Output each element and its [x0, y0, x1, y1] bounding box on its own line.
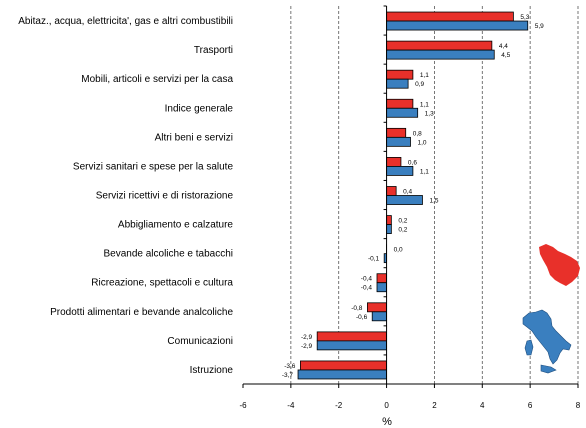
data-label: 1,1: [420, 101, 429, 108]
bar-country: [297, 369, 387, 380]
data-label: 1,0: [418, 139, 427, 146]
category-label: Trasporti: [194, 45, 233, 56]
bar-country: [386, 136, 411, 147]
bar-region: [300, 360, 387, 371]
data-label: 0,9: [415, 81, 424, 88]
category-label: Prodotti alimentari e bevande analcolich…: [50, 307, 233, 318]
x-tick-label: 0: [384, 401, 389, 410]
category-label: Altri beni e servizi: [155, 132, 233, 143]
bar-country: [386, 166, 414, 176]
data-label: -3,6: [284, 363, 296, 370]
data-label: -2,9: [301, 343, 313, 350]
category-labels: Abitaz., acqua, elettricita', gas e altr…: [18, 16, 233, 376]
x-tick-label: -2: [335, 401, 343, 410]
data-label: -0,4: [361, 285, 373, 292]
data-label: 0,2: [398, 218, 407, 225]
data-label: 0,6: [408, 159, 417, 166]
x-tick-labels: -6 -4 -2 0 2 4 6 8: [239, 401, 580, 410]
x-tick-label: 2: [432, 401, 437, 410]
x-tick-label: -4: [287, 401, 295, 410]
axes: [242, 5, 579, 388]
bar-region: [386, 98, 414, 109]
x-tick-label: 8: [576, 401, 581, 410]
category-label: Abbigliamento e calzature: [118, 220, 234, 231]
bar-country: [386, 224, 392, 234]
data-labels: 5,3 4,4 1,1 1,1 0,8 0,6 0,4 0,2 0,0 -0,4 -0,8 -2,9 -…: [282, 14, 544, 379]
bar-region: [386, 186, 397, 196]
tuscany-map-icon: [539, 244, 580, 286]
bar-country: [376, 282, 387, 293]
bar-region: [386, 40, 493, 51]
data-label: 0,0: [394, 247, 403, 254]
x-tick-label: 4: [480, 401, 485, 410]
bar-country: [371, 311, 387, 322]
data-label: -3,7: [282, 372, 294, 379]
bar-country: [386, 107, 419, 118]
bar-country: [386, 78, 409, 89]
category-label: Mobili, articoli e servizi per la casa: [81, 74, 233, 85]
category-label: Abitaz., acqua, elettricita', gas e altr…: [18, 16, 233, 27]
data-label: 1,1: [420, 72, 429, 79]
data-label: 0,2: [398, 227, 407, 234]
bar-country: [386, 20, 529, 31]
bar-country: [316, 340, 387, 351]
data-label: 4,5: [501, 52, 510, 59]
bar-region: [386, 215, 392, 225]
data-label: -0,8: [351, 305, 363, 312]
data-label: 5,3: [520, 14, 529, 21]
x-tick-label: -6: [239, 401, 247, 410]
data-label: 1,5: [429, 198, 438, 205]
data-label: 1,3: [425, 110, 434, 117]
category-label: Servizi ricettivi e di ristorazione: [96, 191, 234, 202]
category-label: Ricreazione, spettacoli e cultura: [91, 278, 233, 289]
data-label: -0,6: [356, 314, 368, 321]
bar-region: [386, 127, 407, 138]
category-label: Comunicazioni: [167, 336, 233, 347]
italy-map-icon: [522, 309, 572, 374]
data-label: 4,4: [499, 43, 508, 50]
bar-country: [386, 49, 495, 60]
x-tick-label: 6: [528, 401, 533, 410]
data-label: -0,1: [368, 256, 380, 263]
data-label: 1,1: [420, 168, 429, 175]
category-label: Istruzione: [190, 365, 234, 376]
x-axis-label: %: [382, 416, 392, 428]
bar-marks: [297, 11, 529, 380]
bar-region: [376, 273, 387, 284]
category-label: Indice generale: [165, 103, 234, 114]
bar-region: [386, 11, 514, 22]
data-label: -0,4: [361, 276, 373, 283]
data-label: 0,8: [413, 130, 422, 137]
bar-region: [367, 302, 387, 313]
category-label: Bevande alcoliche e tabacchi: [103, 249, 233, 260]
bar-region: [316, 331, 387, 342]
data-label: -2,9: [301, 334, 313, 341]
bar-country: [386, 195, 423, 205]
bar-region: [386, 69, 414, 80]
bar-region: [386, 157, 402, 167]
category-label: Servizi sanitari e spese per la salute: [73, 161, 234, 172]
data-label: 0,4: [403, 189, 412, 196]
data-label: 5,9: [535, 23, 544, 30]
